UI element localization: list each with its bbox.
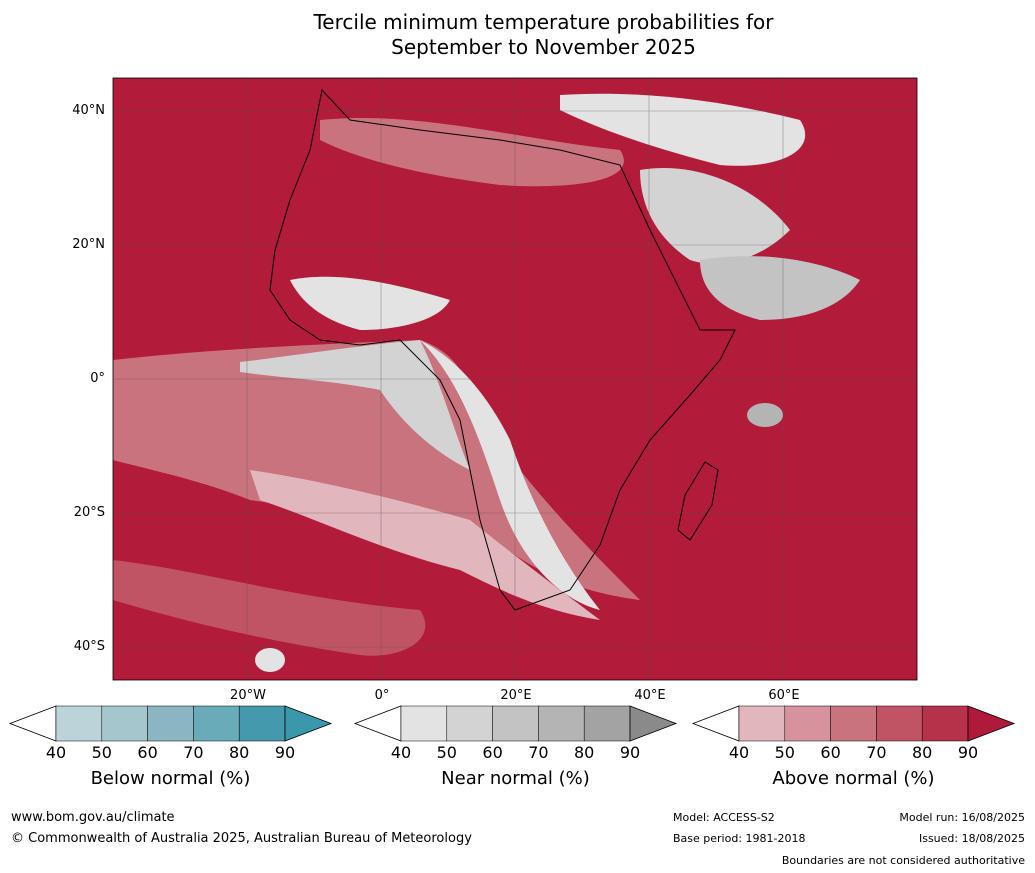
- colorbar-near-segment: [492, 705, 539, 742]
- band-south-atlantic: [113, 560, 426, 656]
- colorbar-below-tick: 80: [229, 743, 250, 762]
- colorbar-near-high-extend: [629, 705, 678, 742]
- colorbar-above-low-extend: [691, 705, 740, 742]
- colorbar-near-tick: 80: [574, 743, 595, 762]
- lat-label-40s: 40°S: [73, 639, 105, 654]
- band-north-africa: [320, 117, 624, 187]
- near-normal-sahel: [290, 276, 450, 330]
- footer-model-run: Model run: 16/08/2025: [899, 811, 1025, 824]
- band-above-70: [113, 340, 640, 600]
- colorbar-below-tick: 40: [45, 743, 67, 762]
- colorbar-near-segment: [538, 705, 585, 742]
- colorbar-below-segment: [55, 705, 103, 742]
- lon-label-60e: 60°E: [768, 688, 800, 703]
- colorbar-near-tick: 40: [390, 743, 412, 762]
- colorbar-below-segment: [101, 705, 148, 742]
- title-line-2: September to November 2025: [391, 35, 696, 59]
- colorbar-above-tick: 70: [866, 743, 887, 762]
- colorbar-below-segment: [147, 705, 194, 742]
- near-normal-south-atlantic: [255, 648, 285, 672]
- colorbar-near-tick: 60: [482, 743, 503, 762]
- band-above-50: [250, 470, 600, 620]
- africa-coastline: [269, 88, 736, 611]
- footer-base-period: Base period: 1981-2018: [673, 832, 806, 845]
- footer-boundaries: Boundaries are not considered authoritat…: [781, 854, 1025, 867]
- colorbar-below-title: Below normal (%): [90, 768, 251, 789]
- colorbar-above-high-extend: [967, 705, 1016, 742]
- lon-label-20e: 20°E: [500, 688, 532, 703]
- colorbar-near-segment: [400, 705, 448, 742]
- colorbar-below-segment: [193, 705, 240, 742]
- colorbar-above-segment: [876, 705, 923, 742]
- colorbar-above-segment: [830, 705, 877, 742]
- colorbar-near-low-extend: [353, 705, 402, 742]
- colorbar-above-tick: 40: [728, 743, 750, 762]
- lat-label-20s: 20°S: [73, 505, 105, 520]
- colorbar-near-segment: [446, 705, 493, 742]
- title-line-1: Tercile minimum temperature probabilitie…: [313, 10, 774, 34]
- colorbar-near-tick: 90: [619, 743, 641, 762]
- colorbar-above-title: Above normal (%): [772, 768, 935, 789]
- colorbar-above-tick: 50: [774, 743, 795, 762]
- graticule: [113, 78, 917, 680]
- lon-label-20w: 20°W: [230, 688, 266, 703]
- madagascar-coastline: [677, 461, 719, 541]
- near-normal-coast: [420, 340, 600, 610]
- colorbar-above-tick: 80: [912, 743, 933, 762]
- colorbar-near-title: Near normal (%): [441, 768, 590, 789]
- lat-label-0: 0°: [90, 371, 105, 386]
- colorbar-near-segment: [583, 705, 631, 742]
- map-frame: [112, 77, 918, 681]
- near-normal-indian-ocean: [747, 403, 783, 427]
- near-normal-arabian-sea: [700, 256, 860, 320]
- footer-issued: Issued: 18/08/2025: [918, 832, 1025, 845]
- lon-label-40e: 40°E: [634, 688, 666, 703]
- colorbar-above-tick: 90: [957, 743, 979, 762]
- colorbar-below-tick: 60: [137, 743, 158, 762]
- near-normal-middle-east: [560, 93, 806, 166]
- lat-label-40n: 40°N: [72, 103, 105, 118]
- colorbar-below-low-extend: [8, 705, 57, 742]
- lat-label-20n: 20°N: [72, 237, 105, 252]
- colorbar-below-tick: 50: [91, 743, 112, 762]
- colorbar-near-tick: 70: [528, 743, 549, 762]
- near-normal-arabia: [640, 168, 790, 264]
- colorbar-above-tick: 60: [820, 743, 841, 762]
- colorbar-near-tick: 50: [436, 743, 457, 762]
- colorbar-above-segment: [784, 705, 831, 742]
- colorbar-below-high-extend: [284, 705, 333, 742]
- footer-site: www.bom.gov.au/climate: [11, 810, 175, 825]
- colorbar-below-segment: [238, 705, 286, 742]
- colorbar-above-segment: [738, 705, 786, 742]
- colorbars: [8, 705, 1016, 742]
- colorbar-above-segment: [921, 705, 969, 742]
- footer-copyright: © Commonwealth of Australia 2025, Austra…: [11, 831, 472, 846]
- lon-label-0: 0°: [374, 688, 390, 703]
- footer-model: Model: ACCESS-S2: [673, 811, 775, 824]
- chart-title: Tercile minimum temperature probabilitie…: [0, 10, 1035, 60]
- colorbar-below-tick: 90: [274, 743, 296, 762]
- colorbar-below-tick: 70: [183, 743, 204, 762]
- near-normal-west-africa: [240, 340, 470, 470]
